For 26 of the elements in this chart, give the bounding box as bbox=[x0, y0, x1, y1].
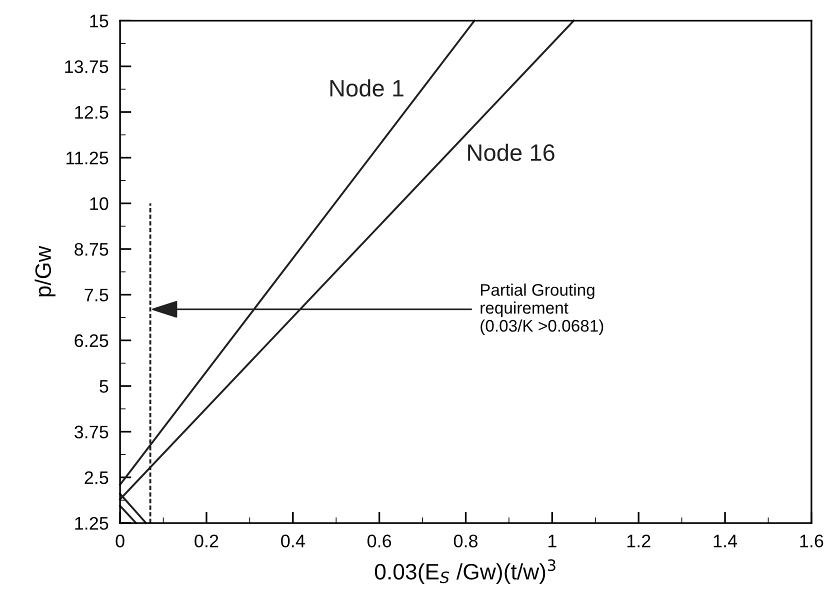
y-tick-label: 8.75 bbox=[74, 242, 108, 256]
y-tick-label: 3.75 bbox=[74, 426, 108, 438]
x-tick-label: 0.6 bbox=[367, 534, 392, 548]
x-tick-label: 0 bbox=[116, 534, 124, 548]
annotation: Partial Grouting requirement (0.03/K >0.0681) bbox=[480, 284, 604, 336]
y-tick-label: 11.25 bbox=[66, 152, 108, 164]
y-tick-label: 12.5 bbox=[75, 106, 108, 119]
series-label: Node 1 bbox=[330, 79, 404, 97]
y-tick-label: 5 bbox=[100, 380, 108, 393]
y-tick-label: 15 bbox=[90, 14, 108, 28]
y-tick-label: 10 bbox=[90, 197, 108, 210]
x-tick-label: 0.2 bbox=[194, 534, 218, 548]
y-tick-label: 7.5 bbox=[84, 288, 108, 302]
x-tick-label: 1.6 bbox=[800, 534, 824, 548]
y-tick-label: 1.25 bbox=[75, 516, 108, 530]
x-tick-label: 0.8 bbox=[454, 534, 478, 548]
x-axis-title: 0.03(E$_{S}$ /Gw)(t/w)$^{3}$ bbox=[374, 559, 556, 584]
x-tick-label: 1.2 bbox=[627, 534, 650, 548]
y-axis-title: p/Gw bbox=[34, 246, 56, 296]
y-tick-label: 6.25 bbox=[74, 334, 108, 348]
y-tick-label: 13.75 bbox=[65, 60, 108, 74]
x-tick-label: 1.4 bbox=[714, 534, 738, 548]
series-label: Node 16 bbox=[468, 144, 554, 162]
x-tick-label: 0.4 bbox=[281, 534, 305, 548]
x-tick-label: 1 bbox=[548, 534, 556, 548]
y-tick-label: 2.5 bbox=[84, 471, 108, 484]
